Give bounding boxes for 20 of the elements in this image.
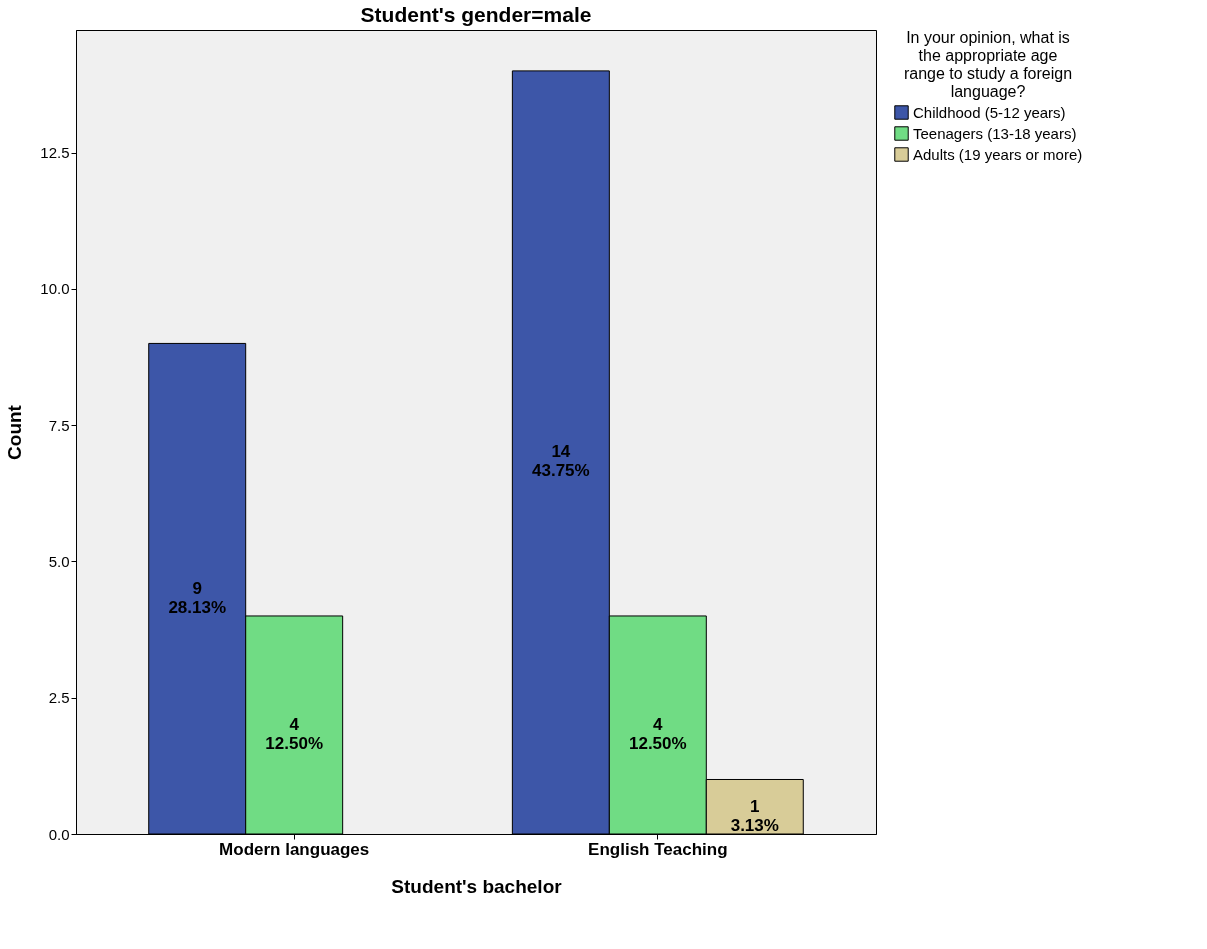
y-tick-label: 2.5 [48,689,70,707]
data-label: 4 12.50% [628,714,687,753]
legend-label: Childhood (5-12 years) [913,103,1066,121]
data-label: 1 3.13% [730,796,779,835]
x-tick-label: English Teaching [588,839,728,859]
y-axis-title: Count [4,404,26,460]
data-label: 14 43.75% [532,442,590,481]
x-axis-title: Student's bachelor [391,875,563,897]
y-tick-label: 5.0 [48,552,70,570]
legend-title: In your opinion, what is the appropriate age range to study a foreign language? [903,29,1073,100]
legend-label: Teenagers (13-18 years) [913,124,1077,142]
x-tick-label: Modern languages [219,839,370,859]
y-tick-label: 12.5 [40,144,70,162]
legend-label: Adults (19 years or more) [913,145,1083,163]
data-label: 4 12.50% [265,714,324,753]
y-tick-label: 7.5 [48,416,70,434]
chart-title: Student's gender=male [360,3,592,26]
y-tick-label: 0.0 [48,825,70,843]
data-label: 9 28.13% [168,578,227,617]
y-tick-label: 10.0 [40,280,70,298]
